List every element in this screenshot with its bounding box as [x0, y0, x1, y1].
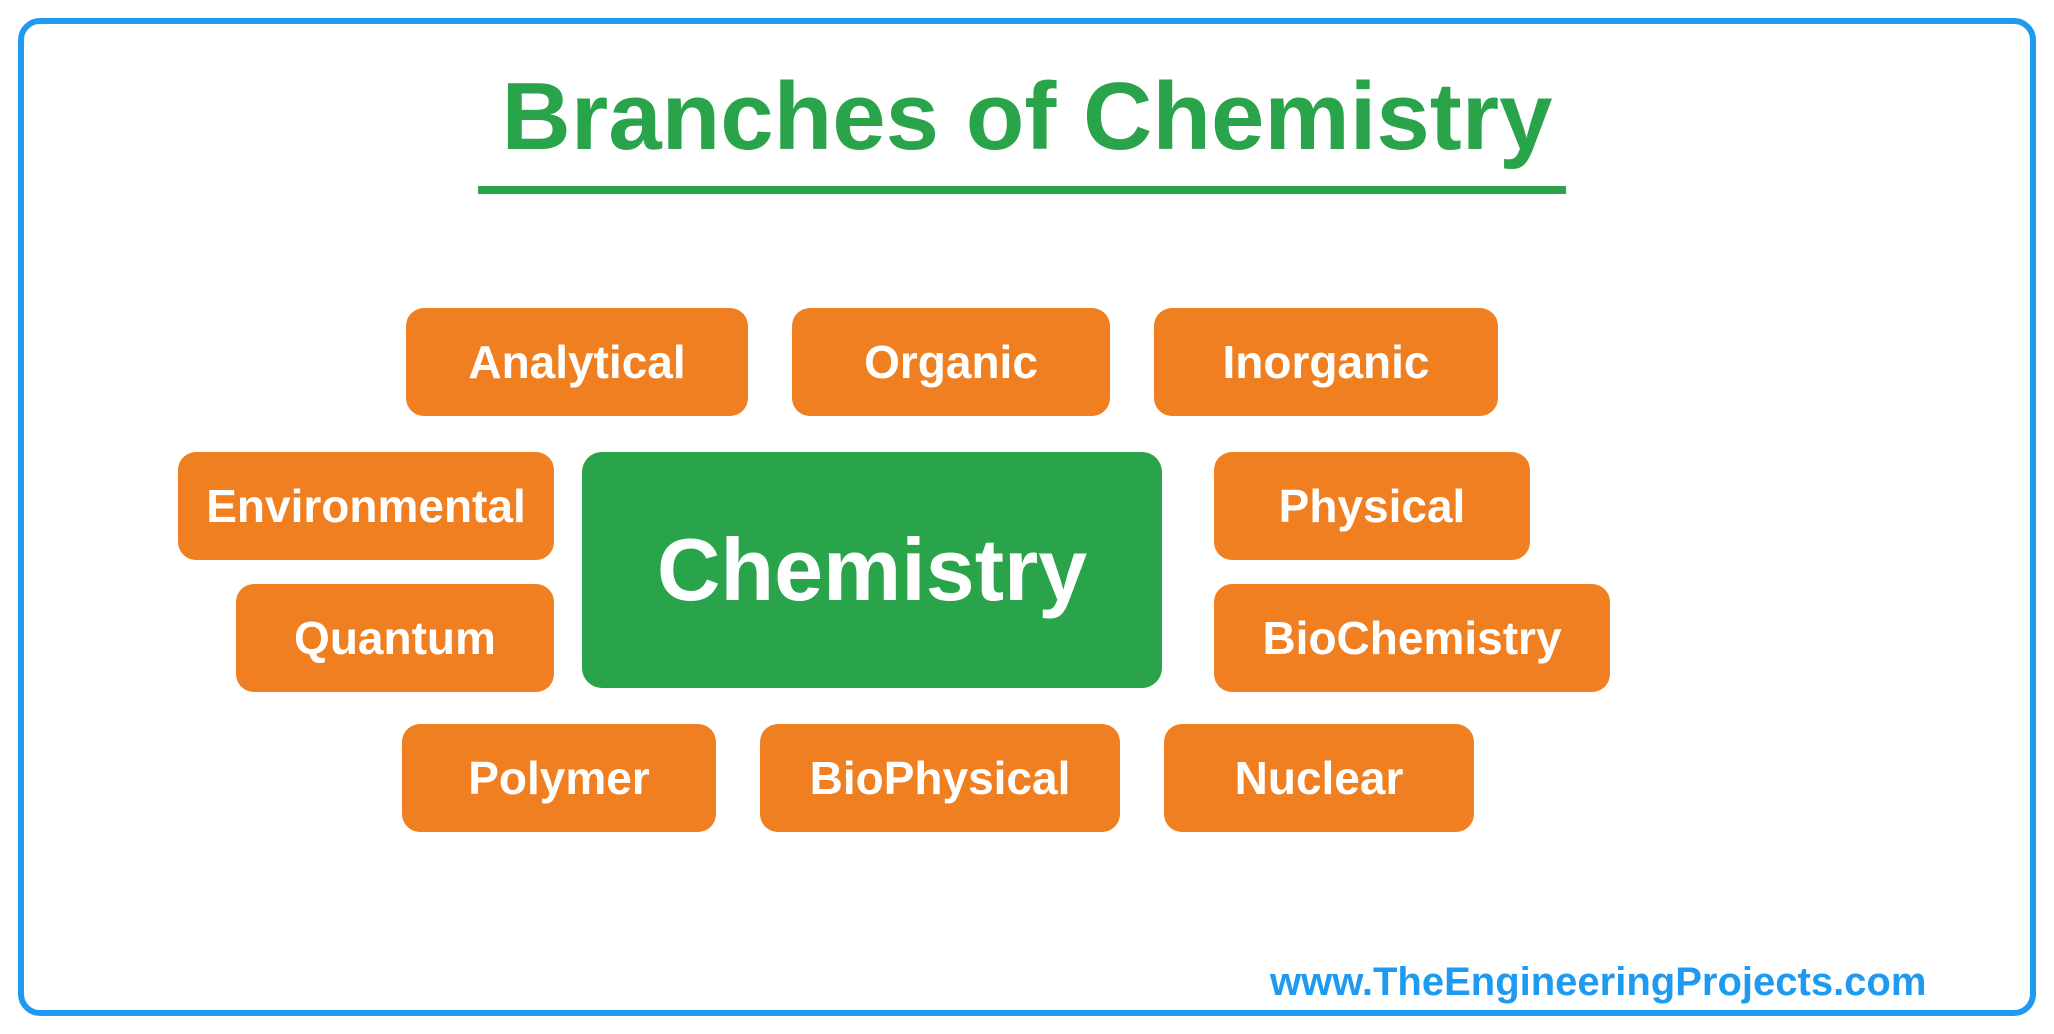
- branch-inorganic: Inorganic: [1154, 308, 1498, 416]
- branch-quantum: Quantum: [236, 584, 554, 692]
- branch-label: Inorganic: [1222, 335, 1429, 389]
- branch-label: BioPhysical: [810, 751, 1071, 805]
- branch-nuclear: Nuclear: [1164, 724, 1474, 832]
- branch-label: Organic: [864, 335, 1038, 389]
- center-node-label: Chemistry: [657, 519, 1087, 621]
- branch-physical: Physical: [1214, 452, 1530, 560]
- branch-label: Analytical: [468, 335, 685, 389]
- branch-biophysical: BioPhysical: [760, 724, 1120, 832]
- branch-label: BioChemistry: [1262, 611, 1561, 665]
- watermark-text: www.TheEngineeringProjects.com: [1270, 960, 1926, 1005]
- branch-organic: Organic: [792, 308, 1110, 416]
- branch-label: Environmental: [206, 479, 526, 533]
- branch-label: Nuclear: [1235, 751, 1404, 805]
- title-underline: [478, 186, 1566, 194]
- branch-analytical: Analytical: [406, 308, 748, 416]
- branch-environmental: Environmental: [178, 452, 554, 560]
- center-node-chemistry: Chemistry: [582, 452, 1162, 688]
- branch-polymer: Polymer: [402, 724, 716, 832]
- diagram-title: Branches of Chemistry: [0, 62, 2054, 172]
- branch-label: Physical: [1279, 479, 1466, 533]
- branch-biochemistry: BioChemistry: [1214, 584, 1610, 692]
- branch-label: Quantum: [294, 611, 496, 665]
- branch-label: Polymer: [468, 751, 650, 805]
